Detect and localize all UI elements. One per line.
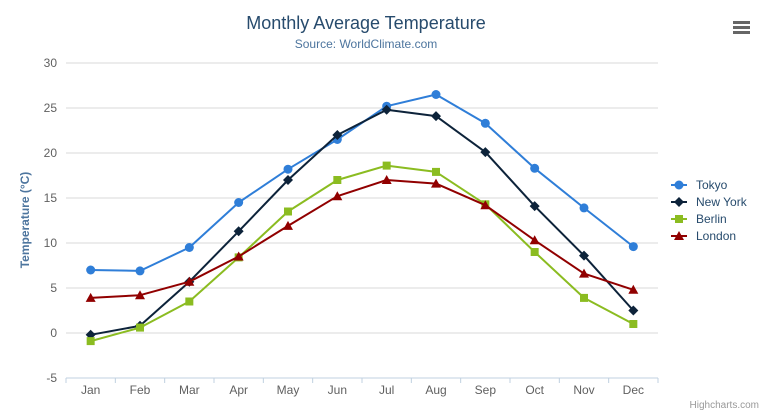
series-line-tokyo[interactable] xyxy=(89,93,635,272)
legend-item-london[interactable]: London xyxy=(671,227,747,244)
point-berlin-jan[interactable] xyxy=(86,337,95,346)
x-axis-tick-label: Jun xyxy=(328,383,347,397)
legend-symbol-marker xyxy=(674,230,684,240)
point-london-jun[interactable] xyxy=(332,191,343,201)
point-london-mar[interactable] xyxy=(184,276,195,286)
point-tokyo-feb[interactable] xyxy=(135,266,145,276)
x-axis-tick-label: Dec xyxy=(623,383,644,397)
point-london-apr[interactable] xyxy=(233,251,244,261)
point-tokyo-oct[interactable] xyxy=(530,163,540,173)
point-new-york-sep[interactable] xyxy=(480,147,491,158)
point-tokyo-mar[interactable] xyxy=(184,243,194,252)
export-menu-button[interactable] xyxy=(733,21,750,34)
series-line-new-york[interactable] xyxy=(89,108,635,336)
point-berlin-dec[interactable] xyxy=(629,320,638,328)
hamburger-menu-icon xyxy=(733,21,750,34)
point-london-nov[interactable] xyxy=(579,268,589,278)
legend-item-berlin[interactable]: Berlin xyxy=(671,210,747,227)
legend-label: Tokyo xyxy=(696,177,728,192)
point-london-feb[interactable] xyxy=(135,290,145,300)
y-axis-tick-label: 15 xyxy=(44,191,58,205)
point-london-oct[interactable] xyxy=(529,235,540,245)
legend-symbol-marker xyxy=(675,214,683,223)
legend-label: New York xyxy=(696,194,747,209)
point-london-dec[interactable] xyxy=(628,284,639,294)
legend-item-new-york[interactable]: New York xyxy=(671,193,747,210)
legend-label: Berlin xyxy=(696,211,727,226)
series-line-london[interactable] xyxy=(89,179,635,299)
x-axis-tick-label: Jan xyxy=(81,383,100,397)
point-tokyo-may[interactable] xyxy=(283,164,293,174)
point-berlin-oct[interactable] xyxy=(530,248,539,256)
x-axis-tick-label: Oct xyxy=(525,383,544,397)
point-new-york-apr[interactable] xyxy=(233,226,244,237)
x-axis-tick-label: Sep xyxy=(475,383,497,397)
point-new-york-aug[interactable] xyxy=(431,111,441,122)
x-axis-tick-label: Feb xyxy=(130,383,151,397)
y-axis-tick-label: 10 xyxy=(44,236,58,250)
x-axis-tick-label: May xyxy=(277,383,300,397)
point-berlin-may[interactable] xyxy=(284,207,292,216)
legend-symbol-marker xyxy=(674,196,684,207)
y-axis-tick-label: 30 xyxy=(44,56,58,70)
point-berlin-jul[interactable] xyxy=(382,161,391,170)
legend-symbol-marker xyxy=(674,180,684,189)
legend-symbol-tokyo-icon xyxy=(671,180,687,189)
y-axis-title: Temperature (°C) xyxy=(18,171,32,269)
point-new-york-nov[interactable] xyxy=(579,250,589,261)
point-london-aug[interactable] xyxy=(431,178,441,188)
series-line-berlin[interactable] xyxy=(89,164,635,343)
point-tokyo-dec[interactable] xyxy=(628,242,638,252)
x-axis-tick-label: Aug xyxy=(425,383,446,397)
legend-symbol-new-york-icon xyxy=(671,196,687,207)
point-tokyo-aug[interactable] xyxy=(431,90,441,99)
point-new-york-may[interactable] xyxy=(283,175,293,185)
x-axis-tick-label: Apr xyxy=(229,383,248,397)
point-new-york-dec[interactable] xyxy=(628,305,639,316)
point-tokyo-nov[interactable] xyxy=(579,203,589,213)
point-london-sep[interactable] xyxy=(480,200,491,210)
legend-item-tokyo[interactable]: Tokyo xyxy=(671,176,747,193)
legend: Tokyo New York Berlin London xyxy=(671,176,747,244)
point-berlin-mar[interactable] xyxy=(185,297,194,306)
point-new-york-jun[interactable] xyxy=(332,130,343,140)
point-berlin-feb[interactable] xyxy=(136,323,144,332)
point-london-jan[interactable] xyxy=(85,292,96,302)
x-axis-tick-label: Nov xyxy=(573,383,594,397)
point-new-york-jul[interactable] xyxy=(381,104,392,115)
point-berlin-nov[interactable] xyxy=(580,293,588,302)
x-axis-tick-label: Mar xyxy=(179,383,200,397)
point-london-may[interactable] xyxy=(283,220,293,230)
y-axis-tick-label: 5 xyxy=(50,281,57,295)
y-axis-tick-label: 20 xyxy=(44,146,58,160)
chart-title: Monthly Average Temperature xyxy=(246,13,486,33)
legend-symbol-berlin-icon xyxy=(671,214,687,223)
y-axis-tick-label: 25 xyxy=(44,101,58,115)
chart-subtitle: Source: WorldClimate.com xyxy=(294,37,438,51)
point-london-jul[interactable] xyxy=(381,175,392,184)
point-tokyo-jan[interactable] xyxy=(86,265,96,275)
point-berlin-aug[interactable] xyxy=(432,167,440,176)
point-tokyo-apr[interactable] xyxy=(234,198,244,207)
legend-symbol-london-icon xyxy=(671,230,687,240)
point-berlin-jun[interactable] xyxy=(333,176,342,184)
legend-label: London xyxy=(696,228,737,243)
point-tokyo-sep[interactable] xyxy=(480,118,490,128)
y-axis-tick-label: -5 xyxy=(46,371,57,385)
y-axis-tick-label: 0 xyxy=(50,326,57,340)
x-axis-tick-label: Jul xyxy=(379,383,394,397)
credits-link[interactable]: Highcharts.com xyxy=(689,400,759,411)
point-new-york-oct[interactable] xyxy=(529,201,540,212)
